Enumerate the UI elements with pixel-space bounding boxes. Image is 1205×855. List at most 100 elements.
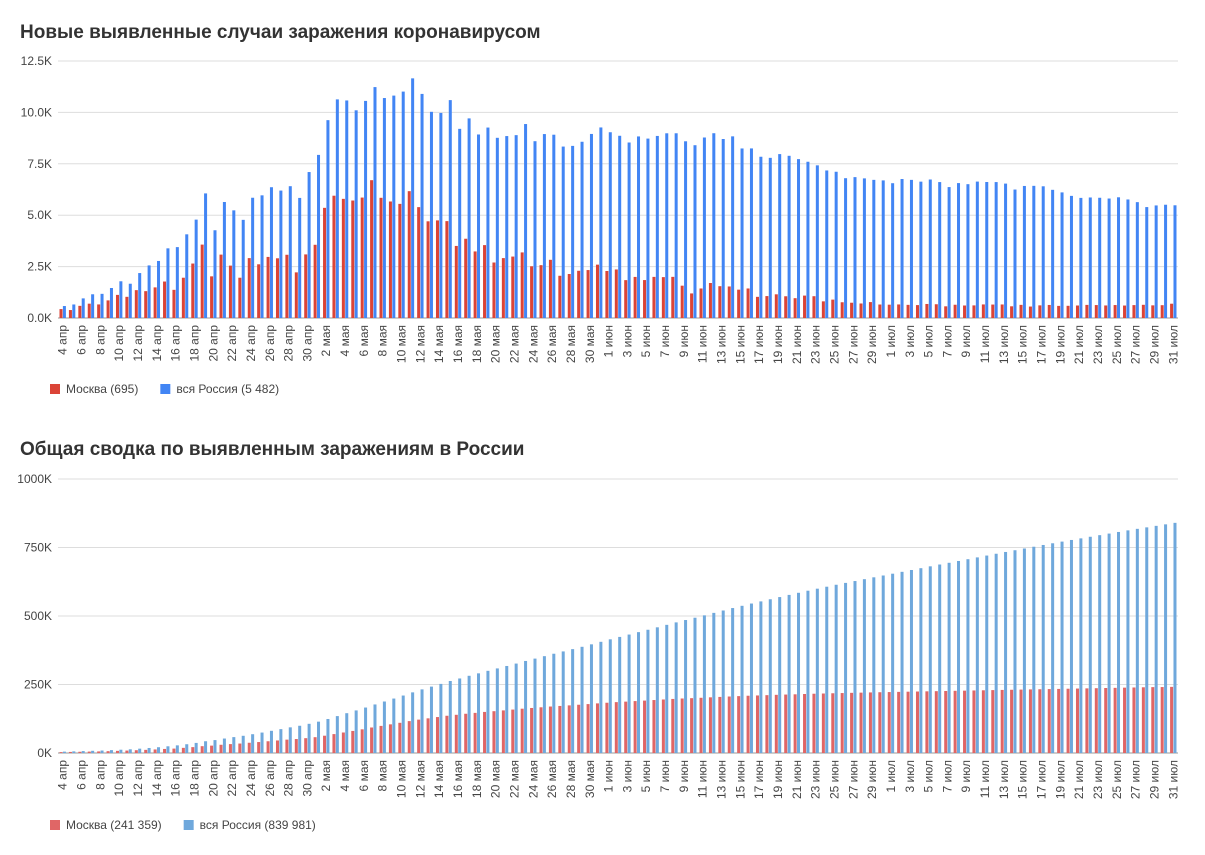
bar	[109, 750, 113, 753]
bar	[1004, 551, 1008, 753]
bar	[972, 690, 976, 753]
bar	[690, 698, 694, 753]
bar	[285, 739, 289, 753]
bar	[737, 696, 741, 753]
bar	[718, 286, 722, 318]
bar	[382, 701, 386, 753]
bar	[501, 258, 505, 318]
bar	[834, 584, 838, 753]
chart: Общая сводка по выявленным заражениям в …	[17, 439, 1180, 832]
bar	[740, 605, 744, 753]
bar	[128, 283, 132, 318]
x-tick-label: 30 апр	[300, 760, 314, 797]
x-tick-label: 12 апр	[131, 760, 145, 797]
bar	[821, 301, 825, 318]
bar	[765, 296, 769, 318]
bar	[78, 751, 82, 753]
bar	[938, 564, 942, 753]
bar	[257, 264, 261, 318]
bar	[59, 752, 63, 753]
bar	[840, 693, 844, 753]
bar	[571, 649, 575, 753]
bar	[712, 133, 716, 318]
bar	[81, 298, 85, 318]
bar	[458, 678, 462, 753]
bar	[115, 294, 119, 318]
x-tick-label: 6 мая	[357, 760, 371, 791]
bar	[712, 612, 716, 753]
bar	[213, 230, 217, 318]
bar	[163, 281, 167, 318]
bar	[1117, 197, 1121, 318]
legend-label: Москва (695)	[66, 382, 138, 396]
bar	[1170, 686, 1174, 753]
bar	[784, 296, 788, 318]
bar	[514, 135, 518, 318]
bar	[963, 690, 967, 753]
bar	[360, 729, 364, 753]
bar	[181, 277, 185, 318]
bar	[928, 179, 932, 318]
bar	[624, 701, 628, 753]
x-tick-label: 27 июн	[846, 760, 860, 799]
bar	[633, 701, 637, 753]
bar	[68, 751, 72, 753]
bar	[341, 198, 345, 318]
bar	[580, 646, 584, 753]
bar	[699, 288, 703, 318]
bar	[354, 710, 358, 753]
bar	[530, 266, 534, 318]
bar	[439, 683, 443, 753]
bar	[840, 302, 844, 318]
bar	[787, 594, 791, 753]
bar	[643, 280, 647, 318]
bar	[627, 634, 631, 753]
bar	[194, 219, 198, 318]
bar	[957, 183, 961, 318]
bar	[232, 210, 236, 318]
bar	[702, 137, 706, 318]
bar	[661, 277, 665, 318]
x-tick-label: 22 апр	[225, 325, 239, 362]
x-tick-label: 24 апр	[244, 325, 258, 362]
bar	[1104, 688, 1108, 753]
bar	[492, 262, 496, 318]
x-tick-label: 16 мая	[451, 325, 465, 363]
bar	[222, 202, 226, 318]
x-tick-label: 18 апр	[187, 325, 201, 362]
bar	[125, 296, 129, 318]
bar	[718, 696, 722, 753]
bar	[778, 154, 782, 318]
y-tick-label: 1000K	[17, 472, 52, 486]
x-tick-label: 13 июн	[715, 760, 729, 799]
bar	[364, 707, 368, 753]
bar	[1173, 522, 1177, 753]
bar	[345, 713, 349, 753]
bar	[520, 708, 524, 753]
bar	[721, 610, 725, 753]
x-tick-label: 10 апр	[112, 325, 126, 362]
bar	[981, 690, 985, 753]
bar	[200, 746, 204, 753]
bar	[445, 715, 449, 753]
bar	[511, 709, 515, 753]
bar	[269, 730, 273, 753]
bar	[91, 750, 95, 753]
bar	[909, 569, 913, 753]
bar	[934, 304, 938, 318]
x-tick-label: 25 июн	[827, 760, 841, 799]
bar	[887, 304, 891, 318]
bar	[251, 734, 255, 753]
bar	[134, 290, 138, 318]
x-tick-label: 21 июл	[1072, 760, 1086, 799]
x-tick-label: 26 апр	[263, 325, 277, 362]
bar	[411, 78, 415, 319]
x-tick-label: 19 июн	[771, 325, 785, 364]
bar	[1038, 689, 1042, 753]
bar	[304, 738, 308, 753]
bar	[97, 751, 101, 753]
bar	[1123, 687, 1127, 753]
bar	[953, 304, 957, 318]
bar	[1022, 548, 1026, 753]
bar	[1098, 535, 1102, 753]
